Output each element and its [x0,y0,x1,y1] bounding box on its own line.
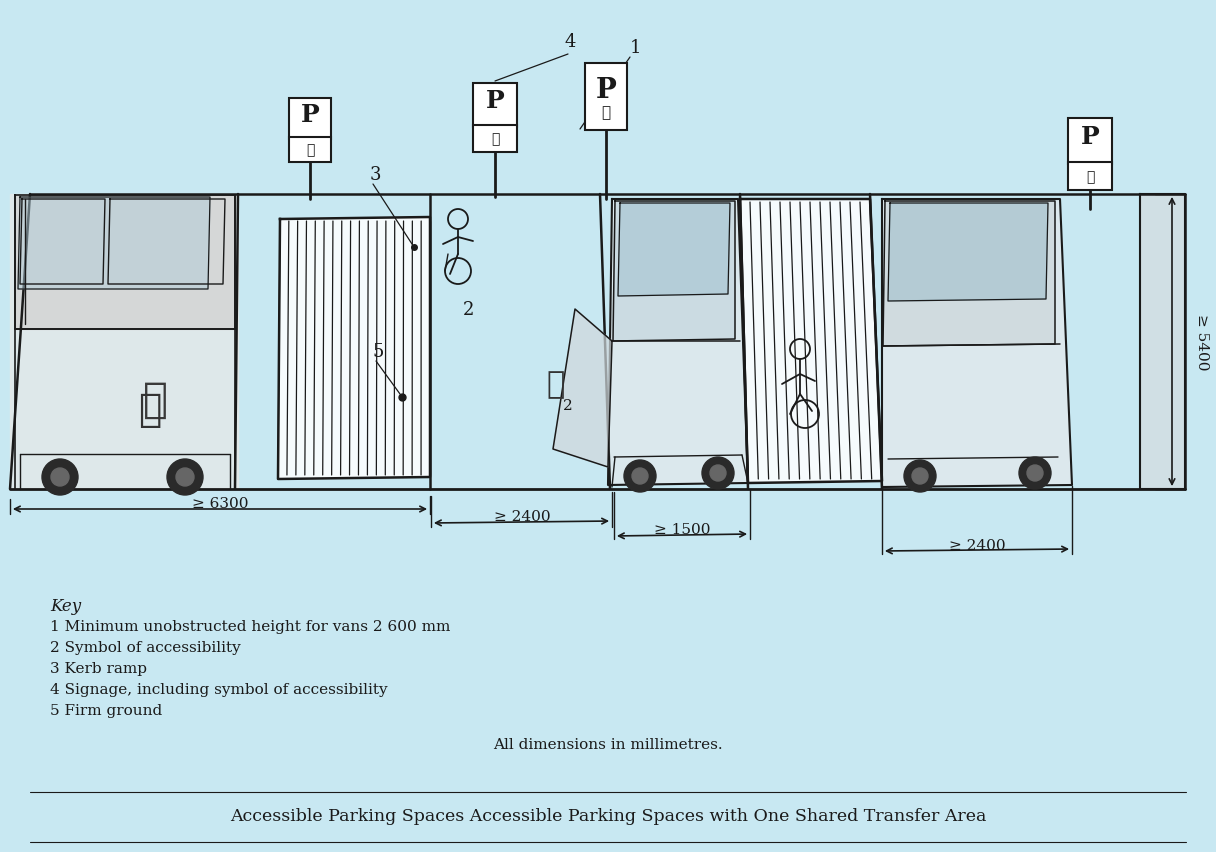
Text: Accessible Parking Spaces Accessible Parking Spaces with One Shared Transfer Are: Accessible Parking Spaces Accessible Par… [230,808,986,825]
Polygon shape [18,198,210,290]
Text: 5 Firm ground: 5 Firm ground [50,703,162,717]
Text: 3: 3 [370,166,381,184]
Circle shape [702,458,734,489]
Text: P: P [1081,124,1099,148]
Text: 2 Symbol of accessibility: 2 Symbol of accessibility [50,640,241,654]
Text: P: P [485,89,505,113]
Polygon shape [10,195,238,489]
FancyBboxPatch shape [473,126,517,153]
Circle shape [632,469,648,485]
Circle shape [1028,465,1043,481]
Polygon shape [15,196,235,330]
Text: 2: 2 [462,301,474,319]
Polygon shape [608,199,748,486]
Text: 2: 2 [563,399,573,412]
FancyBboxPatch shape [1068,119,1111,165]
Circle shape [51,469,69,486]
Text: ≥ 6300: ≥ 6300 [192,497,248,510]
Text: ♿: ♿ [602,106,610,120]
Text: 4: 4 [564,33,575,51]
Circle shape [624,460,655,492]
Circle shape [710,465,726,481]
Text: ≥ 5400: ≥ 5400 [1195,314,1209,370]
Text: P: P [596,77,617,103]
Text: ♿: ♿ [139,391,162,428]
Circle shape [176,469,195,486]
Text: ♿: ♿ [142,378,168,421]
Text: ≥ 1500: ≥ 1500 [654,522,710,537]
Polygon shape [278,218,430,480]
Text: ≥ 2400: ≥ 2400 [494,509,551,523]
FancyBboxPatch shape [473,83,517,128]
Polygon shape [613,202,734,342]
Polygon shape [553,309,612,468]
Polygon shape [883,202,1055,347]
Text: ≥ 2400: ≥ 2400 [948,538,1006,552]
Circle shape [43,459,78,495]
Text: ♿: ♿ [491,132,500,147]
Polygon shape [1141,195,1186,489]
Circle shape [1019,458,1051,489]
Text: 1 Minimum unobstructed height for vans 2 600 mm: 1 Minimum unobstructed height for vans 2… [50,619,450,633]
Text: Key: Key [50,597,81,614]
Text: 4 Signage, including symbol of accessibility: 4 Signage, including symbol of accessibi… [50,682,388,696]
Text: P: P [300,103,320,127]
FancyBboxPatch shape [289,138,331,163]
Circle shape [167,459,203,495]
Text: 3 Kerb ramp: 3 Kerb ramp [50,661,147,675]
Text: ♿: ♿ [547,369,565,400]
Polygon shape [618,204,730,296]
FancyBboxPatch shape [289,99,331,140]
Polygon shape [882,199,1073,487]
Polygon shape [888,204,1048,302]
Text: 1: 1 [629,39,641,57]
Text: 5: 5 [372,343,384,360]
Circle shape [903,460,936,492]
Circle shape [912,469,928,485]
Text: All dimensions in millimetres.: All dimensions in millimetres. [494,737,722,751]
FancyBboxPatch shape [1068,163,1111,191]
Text: ♿: ♿ [305,143,314,158]
FancyBboxPatch shape [585,64,627,131]
Text: ♿: ♿ [1086,170,1094,184]
Polygon shape [741,199,882,483]
